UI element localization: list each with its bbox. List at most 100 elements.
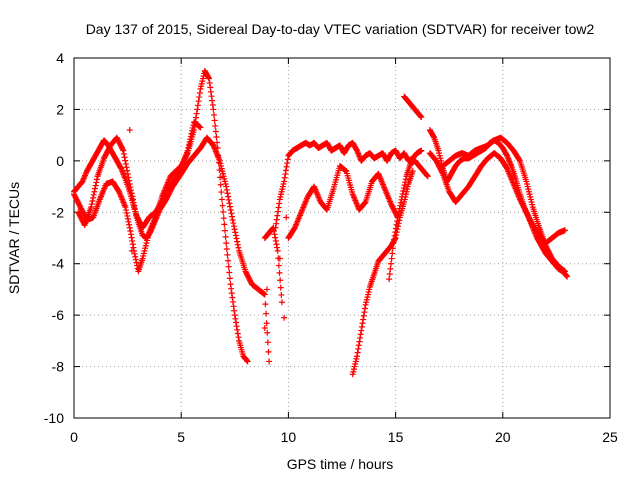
data-point xyxy=(418,147,425,154)
data-point xyxy=(235,244,242,251)
data-point xyxy=(131,205,138,212)
data-point xyxy=(273,241,280,248)
data-point xyxy=(271,231,278,238)
data-point xyxy=(125,174,132,181)
data-point xyxy=(221,221,228,228)
data-point xyxy=(122,160,129,167)
data-point xyxy=(219,202,226,209)
data-point xyxy=(283,214,290,221)
data-point xyxy=(244,357,251,364)
data-point xyxy=(276,269,283,276)
data-point xyxy=(361,305,368,312)
data-point xyxy=(274,247,281,254)
data-point xyxy=(561,227,568,234)
data-point xyxy=(93,176,100,183)
data-point xyxy=(393,221,400,228)
data-point xyxy=(229,217,236,223)
data-point xyxy=(392,225,399,232)
y-tick-label: 4 xyxy=(56,50,64,66)
data-point xyxy=(120,150,127,157)
data-point xyxy=(189,124,196,131)
data-point xyxy=(126,181,133,187)
data-point xyxy=(217,181,224,188)
data-point xyxy=(389,250,396,257)
data-point xyxy=(88,204,95,211)
tick-layer: 0 5 10 15 20 25 -10 -8 -6 -4 -2 0 2 4 xyxy=(44,50,618,445)
data-point xyxy=(361,199,368,206)
data-point xyxy=(234,330,241,337)
data-point xyxy=(231,226,238,233)
data-point xyxy=(264,329,271,336)
data-point xyxy=(89,197,96,204)
data-point xyxy=(123,164,130,171)
data-point xyxy=(209,102,216,109)
data-point xyxy=(128,190,135,197)
data-point xyxy=(185,144,192,151)
data-point xyxy=(278,299,285,306)
data-point xyxy=(131,250,138,257)
data-point xyxy=(271,228,278,235)
data-point xyxy=(223,186,230,193)
data-point xyxy=(205,74,212,81)
data-point xyxy=(265,348,272,355)
data-point xyxy=(184,147,191,154)
data-point xyxy=(386,276,393,283)
data-point xyxy=(127,228,134,235)
data-point xyxy=(206,75,213,82)
data-point xyxy=(354,353,361,360)
data-point xyxy=(262,301,269,308)
data-point xyxy=(126,177,133,184)
data-point xyxy=(402,176,409,183)
data-point xyxy=(397,199,404,206)
data-point xyxy=(355,342,362,349)
data-point xyxy=(224,251,231,258)
data-point xyxy=(233,323,240,330)
data-point xyxy=(90,194,97,201)
plot-frame xyxy=(73,57,611,419)
data-point xyxy=(126,224,133,231)
data-point xyxy=(123,210,130,217)
data-point xyxy=(357,334,364,341)
data-point xyxy=(122,204,129,211)
points-layer xyxy=(71,67,571,378)
x-tick-label: 5 xyxy=(177,429,185,445)
data-point xyxy=(357,331,364,338)
y-tick-label: -2 xyxy=(52,204,65,220)
data-point xyxy=(439,169,446,176)
data-point xyxy=(261,325,268,331)
data-point xyxy=(230,303,237,310)
data-point xyxy=(91,188,98,195)
data-point xyxy=(281,178,288,185)
data-point xyxy=(211,117,218,124)
data-point xyxy=(396,205,403,212)
data-point xyxy=(225,257,232,264)
data-point xyxy=(129,241,136,248)
data-point xyxy=(226,275,233,282)
data-point xyxy=(197,124,204,131)
data-point xyxy=(131,202,138,209)
data-point xyxy=(126,127,133,133)
data-point xyxy=(388,260,395,267)
data-point xyxy=(563,272,570,279)
data-point xyxy=(130,199,137,206)
x-tick-label: 20 xyxy=(495,429,511,445)
data-point xyxy=(424,173,431,180)
data-point xyxy=(263,310,270,317)
data-point xyxy=(227,206,234,213)
data-point xyxy=(127,184,134,191)
y-tick-label: -6 xyxy=(52,307,65,323)
data-point xyxy=(263,320,270,327)
data-point xyxy=(281,314,288,321)
x-tick-label: 25 xyxy=(602,429,618,445)
data-point xyxy=(281,174,288,181)
data-point xyxy=(132,253,139,260)
data-point xyxy=(276,200,283,207)
data-point xyxy=(399,193,406,200)
data-point xyxy=(233,319,240,326)
data-point xyxy=(92,185,99,192)
y-tick-label: 0 xyxy=(56,153,64,169)
data-point xyxy=(213,133,220,140)
grid-layer xyxy=(74,58,610,418)
data-point xyxy=(214,139,221,146)
data-point xyxy=(218,196,225,203)
